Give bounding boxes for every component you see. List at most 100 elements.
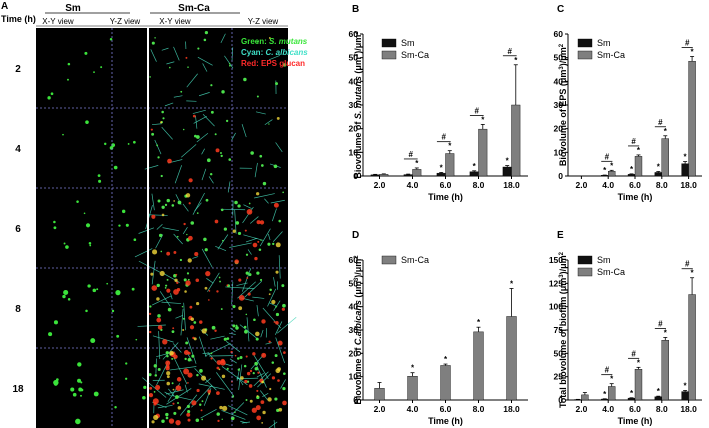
overlap-signal bbox=[156, 297, 160, 301]
overlap-signal bbox=[182, 328, 185, 332]
sm-colony bbox=[80, 394, 82, 397]
hypha bbox=[134, 248, 153, 258]
smca-bacteria bbox=[183, 278, 187, 282]
hypha bbox=[224, 55, 234, 69]
bar-smca-6.0 bbox=[634, 156, 643, 177]
hypha bbox=[221, 410, 246, 420]
sm-colony bbox=[93, 71, 95, 74]
y-tick-label: 50 bbox=[349, 53, 359, 63]
smca-bacteria bbox=[256, 95, 259, 98]
smca-bacteria bbox=[230, 416, 235, 421]
bar-sm-8.0 bbox=[654, 396, 662, 401]
sm-colony bbox=[76, 200, 79, 203]
bar-smca-4.0 bbox=[608, 386, 616, 401]
hypha bbox=[255, 362, 267, 388]
eps-glucan bbox=[183, 368, 190, 375]
x-tick-label: 18.0 bbox=[680, 404, 697, 414]
smca-bacteria bbox=[245, 398, 248, 401]
sm-colony bbox=[53, 226, 57, 230]
time-row-label: 8 bbox=[15, 304, 21, 315]
smca-bacteria bbox=[239, 355, 243, 359]
eps-glucan bbox=[256, 415, 262, 421]
smca-bacteria bbox=[169, 66, 171, 69]
bar-smca-2.0 bbox=[374, 388, 385, 401]
smca-bacteria bbox=[271, 361, 275, 364]
significance-star: * bbox=[657, 387, 661, 396]
panel-letter-b: B bbox=[352, 4, 359, 15]
sm-colony bbox=[53, 320, 58, 325]
hypha bbox=[181, 144, 197, 158]
bar-smca-6.0 bbox=[440, 365, 451, 401]
hypha bbox=[229, 358, 237, 364]
hypha bbox=[158, 331, 161, 360]
smca-bacteria bbox=[164, 287, 167, 289]
smca-bacteria bbox=[161, 205, 165, 209]
smca-bacteria bbox=[250, 151, 254, 155]
bar-smca-2.0 bbox=[379, 174, 389, 177]
y-axis-label: Total biovolume of biofilm (μm3)/μm2 bbox=[558, 251, 568, 408]
smca-bacteria bbox=[158, 233, 163, 238]
eps-glucan bbox=[260, 400, 265, 405]
significance-star: * bbox=[444, 355, 448, 364]
overlap-signal bbox=[173, 200, 175, 202]
sm-colony bbox=[65, 245, 69, 249]
sm-colony bbox=[67, 298, 71, 301]
smca-bacteria bbox=[260, 239, 262, 241]
smca-bacteria bbox=[229, 64, 231, 67]
smca-bacteria bbox=[283, 372, 286, 376]
hypha bbox=[241, 268, 252, 292]
eps-glucan bbox=[185, 280, 191, 286]
smca-bacteria bbox=[254, 366, 259, 371]
x-tick-label: 18.0 bbox=[503, 180, 520, 190]
sm-colony bbox=[48, 332, 53, 337]
bar-smca-18.0 bbox=[511, 104, 521, 177]
significance-star: * bbox=[510, 279, 514, 288]
hypha bbox=[194, 202, 202, 212]
smca-bacteria bbox=[255, 337, 259, 341]
hypha bbox=[183, 302, 186, 331]
hypha bbox=[268, 55, 281, 61]
comparison-hash: # bbox=[658, 118, 663, 127]
eps-glucan bbox=[149, 312, 152, 315]
smca-bacteria bbox=[162, 117, 165, 120]
sm-colony bbox=[96, 288, 99, 291]
overlap-signal bbox=[201, 328, 207, 334]
y-axis-label: Biovolume of EPS (μm3)/μm2 bbox=[558, 43, 568, 166]
legend-swatch-sm bbox=[381, 38, 397, 48]
significance-star: * bbox=[610, 161, 614, 170]
x-tick-label: 8.0 bbox=[473, 180, 485, 190]
significance-star: * bbox=[630, 165, 634, 174]
comparison-hash: # bbox=[409, 150, 414, 159]
smca-bacteria bbox=[187, 278, 190, 281]
overlap-signal bbox=[193, 337, 197, 341]
hypha bbox=[239, 324, 259, 341]
smca-bacteria bbox=[195, 418, 200, 423]
smca-bacteria bbox=[256, 271, 260, 275]
eps-glucan bbox=[187, 372, 193, 378]
eps-glucan bbox=[281, 307, 285, 311]
eps-glucan bbox=[254, 256, 258, 261]
y-tick-label: 50 bbox=[349, 278, 359, 288]
y-tick-label: 50 bbox=[554, 348, 564, 358]
hypha bbox=[265, 342, 272, 345]
sm-colony bbox=[90, 338, 96, 344]
hypha bbox=[174, 165, 182, 184]
smca-bacteria bbox=[154, 37, 156, 39]
comparison-hash: # bbox=[631, 349, 636, 358]
x-tick-label: 8.0 bbox=[473, 404, 485, 414]
hypha bbox=[236, 282, 248, 286]
eps-glucan bbox=[268, 340, 271, 343]
hypha bbox=[151, 123, 162, 126]
smca-bacteria bbox=[199, 369, 203, 373]
eps-glucan bbox=[252, 242, 258, 248]
bar-sm-6.0 bbox=[436, 172, 446, 177]
comparison-hash: # bbox=[685, 38, 690, 47]
hypha bbox=[173, 95, 183, 98]
group-label-smca: Sm-Ca bbox=[178, 3, 210, 14]
eps-glucan bbox=[188, 235, 193, 241]
sm-colony bbox=[77, 378, 82, 383]
hypha bbox=[272, 231, 283, 242]
overlap-signal bbox=[190, 317, 195, 321]
hypha bbox=[228, 405, 248, 416]
y-tick-label: 10 bbox=[554, 147, 564, 157]
